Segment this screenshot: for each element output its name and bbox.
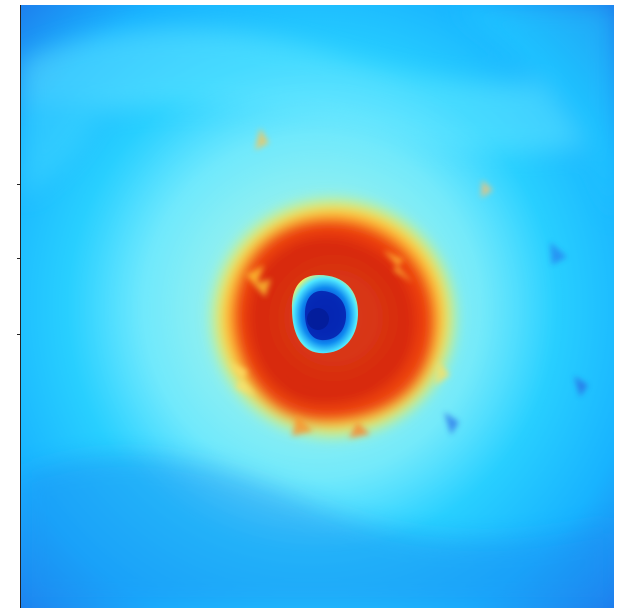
left-axis-line	[20, 5, 21, 608]
storm-heatmap-svg	[21, 5, 614, 608]
axis-tick	[17, 334, 21, 335]
storm-heatmap-image	[21, 5, 614, 608]
storm-eye	[291, 275, 359, 354]
storm-texture	[228, 128, 588, 438]
axis-tick	[17, 184, 21, 185]
axis-tick	[17, 258, 21, 259]
